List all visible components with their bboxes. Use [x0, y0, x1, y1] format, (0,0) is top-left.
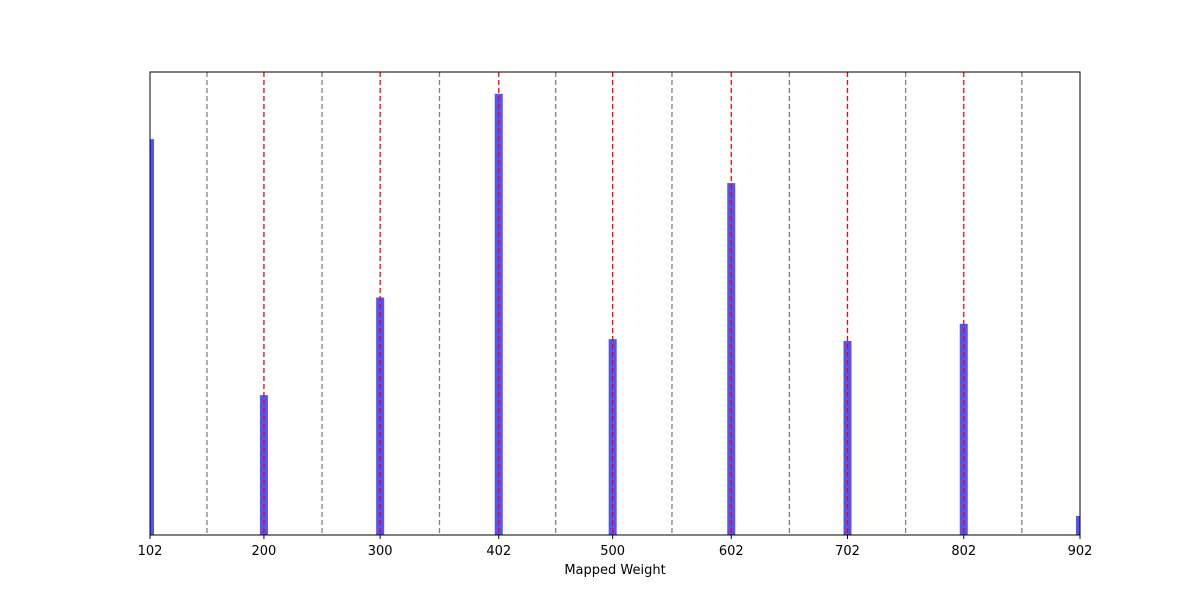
x-tick-label: 500 [600, 544, 625, 559]
x-tick-label: 802 [951, 544, 976, 559]
bar [959, 323, 968, 535]
bar [727, 183, 736, 535]
x-tick-label: 300 [368, 544, 393, 559]
bar [608, 339, 617, 535]
bars [150, 93, 1080, 536]
x-tick-label: 402 [486, 544, 511, 559]
x-tick-label: 200 [252, 544, 277, 559]
gray-dashed-lines [206, 72, 1023, 535]
x-tick-label: 102 [138, 544, 163, 559]
x-axis-title: Mapped Weight [564, 563, 665, 578]
bar [150, 139, 154, 535]
x-tick-label: 702 [835, 544, 860, 559]
plot-frame [149, 71, 1081, 536]
x-tick-label: 902 [1068, 544, 1093, 559]
x-tick-label: 602 [719, 544, 744, 559]
red-dashed-lines [263, 72, 965, 535]
bar [843, 341, 852, 535]
bar [1076, 516, 1080, 535]
x-axis-ticks: 102 200 300 402 500 602 702 802 902 [138, 535, 1093, 559]
